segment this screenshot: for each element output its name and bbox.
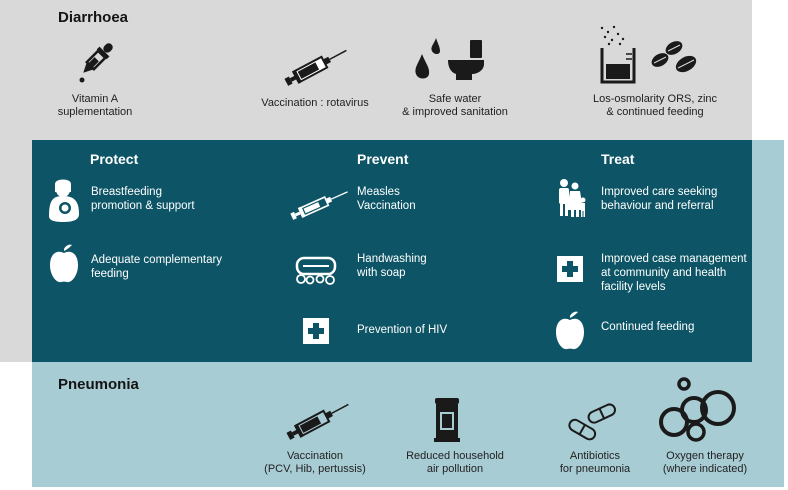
family-icon: [555, 178, 587, 218]
pneumonia-vaccination-label: Vaccination (PCV, Hib, pertussis): [264, 450, 366, 475]
oxygen-therapy-label: Oxygen therapy (where indicated): [662, 450, 748, 475]
rotavirus-label: Vaccination : rotavirus: [261, 97, 369, 109]
protect-heading: Protect: [90, 151, 139, 167]
air-pollution-label: Reduced household air pollution: [406, 450, 504, 475]
pneumonia-title: Pneumonia: [58, 376, 139, 393]
breastfeeding-text: Breastfeeding promotion & support: [91, 186, 195, 212]
case-management-text: Improved case management at community and…: [601, 253, 747, 293]
apple-icon: [554, 310, 586, 350]
shared-interventions-panel: [32, 140, 752, 362]
syringe-icon: [278, 44, 352, 88]
complementary-feeding-text: Adequate complementary feeding: [91, 254, 223, 280]
safe-water-label: Safe water & improved sanitation: [402, 93, 508, 118]
apple-icon: [48, 243, 80, 283]
handwashing-text: Handwashing with soap: [357, 253, 427, 279]
antibiotics-label: Antibiotics for pneumonia: [559, 450, 631, 475]
breastfeeding-icon: [47, 176, 81, 222]
prevent-heading: Prevent: [357, 151, 409, 167]
care-seeking-text: Improved care seeking behaviour and refer…: [601, 186, 718, 212]
stove-icon: [432, 398, 462, 442]
continued-feeding-text: Continued feeding: [601, 321, 695, 333]
dropper-icon: [76, 38, 116, 84]
capsules-icon: [568, 402, 618, 442]
oxygen-bubbles-icon: [656, 376, 740, 446]
treat-heading: Treat: [601, 151, 635, 167]
medical-cross-icon: [303, 318, 329, 344]
syringe-icon: [280, 398, 354, 442]
ors-pills-icon: [596, 24, 706, 86]
soap-icon: [293, 255, 339, 285]
syringe-icon: [286, 186, 352, 222]
ors-label: Los-osmolarity ORS, zinc & continued feed…: [592, 93, 718, 118]
diarrhoea-title: Diarrhoea: [58, 9, 129, 26]
medical-cross-icon: [557, 256, 583, 282]
water-toilet-icon: [412, 34, 486, 82]
hiv-prevention-text: Prevention of HIV: [357, 324, 448, 336]
measles-vaccination-text: Measles Vaccination: [357, 186, 416, 212]
